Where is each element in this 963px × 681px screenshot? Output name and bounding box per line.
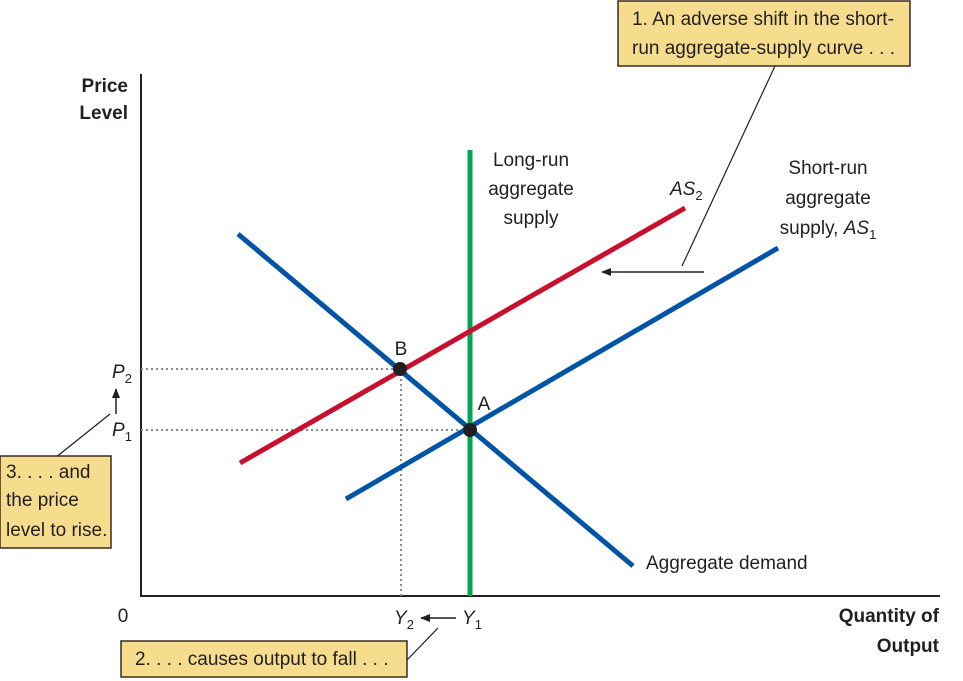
long-run-label-line3: supply [504,208,559,229]
p2-main: P [112,362,125,383]
point-b-label: B [395,339,408,360]
y1-main: Y [462,608,476,629]
callout-1-connector [681,65,776,267]
short-run-label-as: AS [843,218,870,239]
short-run-label-sub: 1 [869,227,876,242]
y1-tick-label: Y1 [462,608,482,632]
p2-sub: 2 [125,371,132,386]
callout-1-line1: 1. An adverse shift in the short- [632,9,894,30]
p1-tick-label: P1 [112,420,132,444]
callout-3-line1: 3. . . . and [6,462,91,483]
callout-3-connector [54,413,111,459]
x-axis-title-line1: Quantity of [839,606,940,627]
callout-2-connector [406,627,439,661]
y2-sub: 2 [407,617,414,632]
y-axis-title-line1: Price [82,76,128,97]
equilibrium-point-a [463,423,477,437]
aggregate-demand-label: Aggregate demand [646,553,808,574]
origin-label: 0 [118,606,129,627]
callout-2-box [120,640,408,678]
as2-label: AS2 [669,179,703,203]
as2-label-main: AS [669,179,696,200]
p1-sub: 1 [125,429,132,444]
short-run-aggregate-supply-as2-line [238,205,687,466]
short-run-label-prefix: supply, [780,218,844,239]
y1-sub: 1 [475,617,482,632]
p2-tick-label: P2 [112,362,132,386]
callout-1-line2: run aggregate-supply curve . . . [632,38,895,59]
p1-main: P [112,420,125,441]
x-axis-title-line2: Output [877,636,940,657]
short-run-label-line3: supply, AS1 [780,218,877,242]
y-axis-title-line2: Level [79,103,128,124]
short-run-label-line1: Short-run [788,158,867,179]
callout-3-line3: level to rise. [6,520,107,541]
short-run-label-line2: aggregate [785,188,871,209]
callout-3-box [0,455,112,549]
callout-1-box [617,0,911,67]
aggregate-demand-line [236,232,635,568]
equilibrium-point-b [393,362,407,376]
long-run-label-line2: aggregate [488,179,574,200]
long-run-label-line1: Long-run [493,150,569,171]
short-run-aggregate-supply-as1-line [344,245,780,502]
y2-tick-label: Y2 [394,608,414,632]
callout-3-line2: the price [6,490,79,511]
callout-2-line1: 2. . . . causes output to fall . . . [135,649,388,670]
point-a-label: A [478,394,491,415]
as2-label-sub: 2 [695,188,702,203]
y2-main: Y [394,608,408,629]
